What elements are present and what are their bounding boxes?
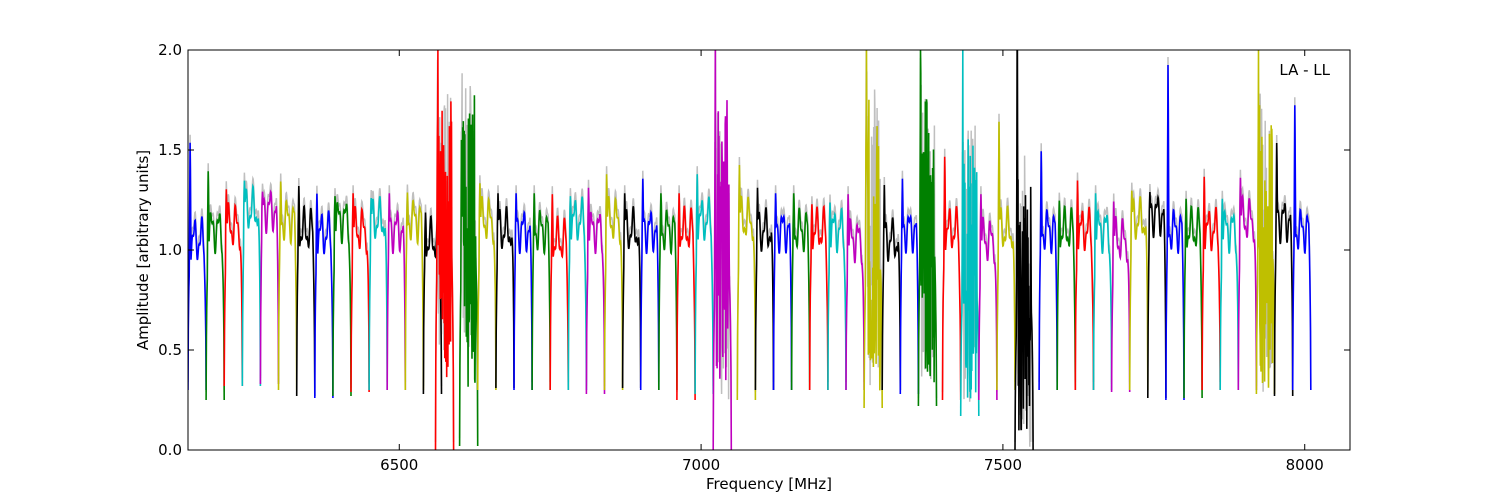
channel-trace-11 bbox=[386, 193, 407, 391]
channel-trace-5 bbox=[277, 181, 298, 391]
channel-trace-59 bbox=[1273, 142, 1294, 397]
channel-trace-12 bbox=[404, 192, 425, 391]
channel-trace-46 bbox=[1038, 151, 1058, 391]
channel-trace-1 bbox=[205, 171, 225, 401]
channel-trace-9 bbox=[350, 193, 370, 393]
channel-trace-42 bbox=[959, 50, 980, 417]
channel-trace-36 bbox=[845, 194, 865, 391]
channel-trace-10 bbox=[368, 196, 389, 391]
channel-trace-48 bbox=[1074, 180, 1095, 391]
channel-trace-33 bbox=[790, 193, 811, 391]
channel-trace-45 bbox=[1014, 50, 1034, 450]
channel-trace-24 bbox=[621, 193, 642, 389]
channel-trace-26 bbox=[657, 193, 678, 391]
channel-trace-32 bbox=[772, 193, 793, 391]
y-tick-label: 2.0 bbox=[158, 41, 182, 59]
channel-trace-14 bbox=[434, 50, 455, 450]
channel-trace-18 bbox=[513, 193, 533, 391]
axis-ticks: 6500 7000 7500 8000 0.0 0.5 1.0 1.5 2.0 bbox=[158, 41, 1350, 474]
channel-trace-50 bbox=[1110, 201, 1131, 393]
channel-trace-56 bbox=[1219, 198, 1240, 391]
channel-trace-27 bbox=[676, 193, 696, 401]
channel-trace-43 bbox=[977, 194, 998, 401]
channel-trace-15 bbox=[458, 95, 479, 447]
plot-frame bbox=[187, 49, 1351, 451]
y-tick-label: 1.5 bbox=[158, 141, 182, 159]
channel-trace-35 bbox=[827, 202, 847, 391]
channel-trace-49 bbox=[1092, 193, 1113, 391]
channel-trace-51 bbox=[1128, 190, 1149, 391]
channel-trace-58 bbox=[1255, 50, 1276, 395]
x-tick-label: 7000 bbox=[682, 456, 720, 474]
channel-trace-0 bbox=[188, 142, 207, 391]
channel-trace-17 bbox=[495, 193, 515, 389]
channel-trace-6 bbox=[295, 185, 316, 397]
channel-trace-31 bbox=[754, 187, 775, 391]
channel-trace-55 bbox=[1201, 176, 1221, 391]
channel-trace-7 bbox=[313, 193, 334, 399]
channel-trace-28 bbox=[694, 174, 715, 395]
channel-trace-20 bbox=[549, 194, 570, 391]
channel-trace-8 bbox=[332, 196, 352, 397]
channel-trace-3 bbox=[241, 180, 262, 387]
x-axis-label: Frequency [MHz] bbox=[706, 475, 832, 493]
channel-trace-30 bbox=[736, 164, 757, 401]
channel-trace-23 bbox=[603, 174, 624, 391]
x-tick-label: 6500 bbox=[380, 456, 418, 474]
channel-trace-57 bbox=[1237, 177, 1258, 391]
channel-trace-53 bbox=[1165, 64, 1185, 401]
channel-trace-52 bbox=[1147, 191, 1167, 399]
channel-trace-4 bbox=[259, 189, 280, 385]
channel-trace-60 bbox=[1291, 105, 1312, 391]
y-tick-label: 1.0 bbox=[158, 241, 182, 259]
channel-trace-22 bbox=[585, 187, 606, 395]
channel-trace-44 bbox=[996, 121, 1016, 391]
channel-trace-29 bbox=[712, 50, 733, 450]
channel-trace-16 bbox=[476, 183, 497, 391]
channel-trace-21 bbox=[567, 196, 588, 391]
plot-traces bbox=[188, 50, 1312, 450]
channel-trace-40 bbox=[917, 50, 938, 407]
x-tick-label: 7500 bbox=[984, 456, 1022, 474]
channel-trace-19 bbox=[531, 193, 552, 391]
background-trace-14 bbox=[434, 59, 455, 443]
x-tick-label: 8000 bbox=[1286, 456, 1324, 474]
channel-trace-34 bbox=[808, 204, 829, 391]
channel-trace-54 bbox=[1183, 198, 1203, 399]
channel-trace-39 bbox=[899, 178, 920, 395]
channel-trace-2 bbox=[223, 189, 244, 387]
y-tick-label: 0.0 bbox=[158, 441, 182, 459]
channel-trace-37 bbox=[863, 50, 884, 409]
annotation-label: LA - LL bbox=[1279, 61, 1330, 79]
y-tick-label: 0.5 bbox=[158, 341, 182, 359]
y-axis-label: Amplitude [arbitrary units] bbox=[134, 150, 152, 350]
channel-trace-47 bbox=[1056, 200, 1077, 391]
channel-trace-25 bbox=[639, 178, 660, 391]
channel-trace-38 bbox=[881, 184, 902, 391]
channel-trace-41 bbox=[941, 156, 962, 401]
